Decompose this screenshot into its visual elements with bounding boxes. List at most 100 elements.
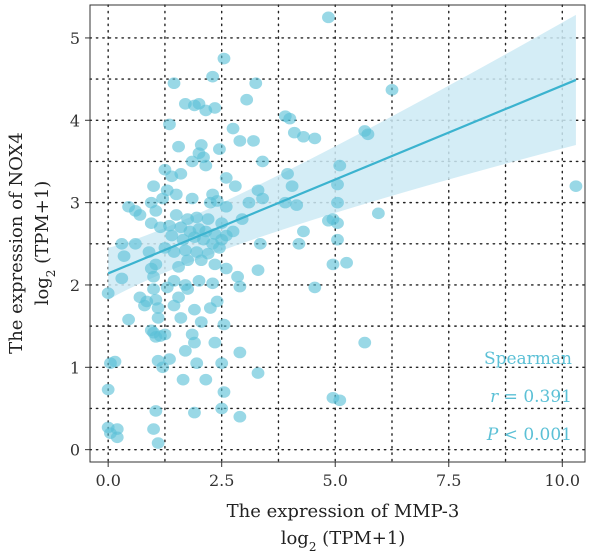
data-point [240,93,254,106]
data-point [206,277,220,290]
data-point [331,196,344,209]
x-tick-label: 0.0 [95,471,120,490]
data-point [201,213,215,225]
regression-line [107,78,577,275]
confidence-band-area [108,14,576,300]
data-point [292,237,306,250]
regression-line-group [107,78,577,275]
data-point [213,143,226,155]
data-point [333,159,347,172]
data-point [226,225,240,238]
data-point [169,209,183,221]
data-point [104,357,117,369]
data-point [231,270,244,283]
data-point [340,256,353,269]
data-point [226,122,240,135]
data-point [165,229,179,242]
data-point [290,199,304,211]
data-point [297,225,310,238]
data-point [361,128,375,141]
data-point [285,180,299,192]
data-point [283,112,297,125]
annotation-method: Spearman [484,349,572,369]
data-point [199,159,213,172]
data-point [256,192,269,205]
data-point [208,258,222,271]
data-point [194,316,208,328]
data-point [242,196,256,209]
data-point [217,318,231,331]
data-point [133,209,147,221]
data-point [147,283,160,295]
data-point [188,406,201,419]
data-point [149,405,163,417]
data-point [167,246,181,258]
data-point [101,383,115,396]
data-point [322,214,335,227]
data-point [206,70,220,83]
y-tick-label: 3 [70,194,80,213]
data-point [188,303,201,316]
confidence-band [108,14,576,300]
data-point [147,423,160,435]
data-point [167,77,181,90]
annotation-r: r = 0.391 [490,387,572,407]
data-point [185,192,199,205]
data-point [358,336,372,349]
data-point [333,394,347,407]
data-point [297,130,310,143]
y-axis-title-line2: log2 (TPM+1) [32,181,58,306]
data-point [169,188,183,201]
data-point [188,336,201,349]
data-point [151,302,165,314]
data-point [151,437,165,449]
data-point [147,270,160,283]
y-tick-label: 4 [70,111,80,130]
data-point [115,272,129,285]
data-point [147,180,160,192]
x-axis-ticks: 0.0 2.5 5.0 7.5 10.0 [95,462,580,490]
data-point [256,155,269,168]
data-point [371,207,385,220]
data-point [138,299,151,312]
data-point [172,261,185,273]
data-point [247,135,260,147]
data-point [199,373,213,386]
data-point [217,52,231,65]
data-point [178,345,192,357]
data-point [160,281,174,294]
data-point [194,254,208,267]
data-point [228,180,242,192]
data-point [308,132,322,145]
data-point [233,280,247,293]
data-point [569,180,583,192]
data-point [219,172,233,184]
data-point [172,140,185,153]
data-point [122,313,136,326]
data-point [308,281,322,294]
data-point [219,262,233,275]
data-point [185,155,199,168]
data-point [326,258,340,271]
data-point [156,361,170,374]
data-point [163,353,176,365]
data-point [167,299,181,312]
data-point [208,102,222,114]
data-point [233,346,247,359]
data-point [188,99,201,112]
data-point [115,237,129,250]
data-point [213,242,226,254]
data-point [249,77,263,90]
data-point [163,219,176,232]
data-point [385,84,399,96]
data-point [210,195,224,207]
data-point [331,233,344,246]
y-tick-label: 2 [70,276,80,295]
data-point [117,250,131,262]
x-axis-title-line2: log2 (TPM+1) [281,528,406,554]
y-axis-title-line1: The expression of NOX4 [6,132,27,354]
data-point [219,200,233,213]
data-point [129,237,142,250]
data-point [190,357,204,369]
